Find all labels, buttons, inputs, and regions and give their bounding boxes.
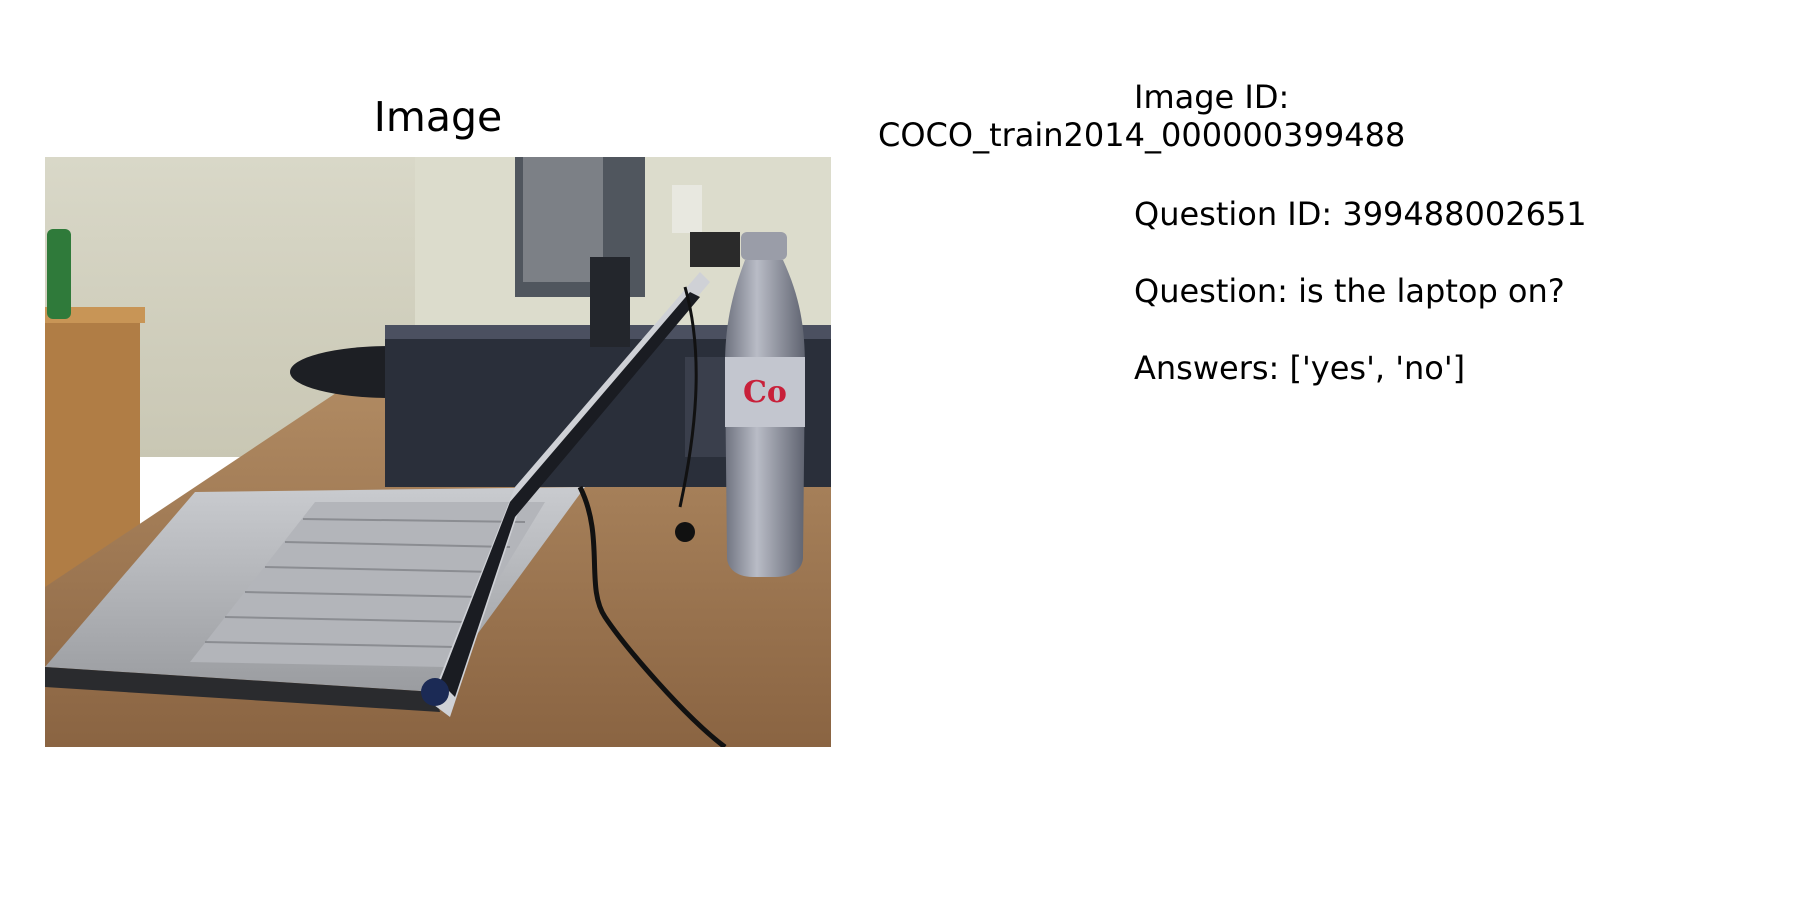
earphone-cable [678, 286, 698, 508]
laptop-base-edge [45, 667, 440, 712]
monitor-screen [523, 157, 603, 282]
bottle-label-mark: Co [743, 375, 787, 410]
question-id: Question ID: 399488002651 [1134, 195, 1587, 233]
cable [577, 485, 727, 747]
image-id-label: Image ID: [1134, 78, 1290, 116]
image-panel-title: Image [373, 93, 503, 141]
bottle-label [725, 357, 805, 427]
answers-text: Answers: ['yes', 'no'] [1134, 349, 1466, 387]
monitor-stand [590, 257, 630, 347]
laptop-lid-dark [440, 292, 700, 697]
image-id-value: COCO_train2014_000000399488 [878, 116, 1406, 154]
earphone [675, 522, 695, 542]
phone [690, 232, 740, 267]
photo-laptop-desk: Co [45, 157, 831, 747]
keyboard [190, 502, 545, 667]
bottle-cap [741, 232, 787, 260]
question-text: Question: is the laptop on? [1134, 272, 1565, 310]
green-bottle [47, 229, 71, 319]
laptop-logo [421, 678, 449, 706]
wall-switch [672, 185, 702, 233]
